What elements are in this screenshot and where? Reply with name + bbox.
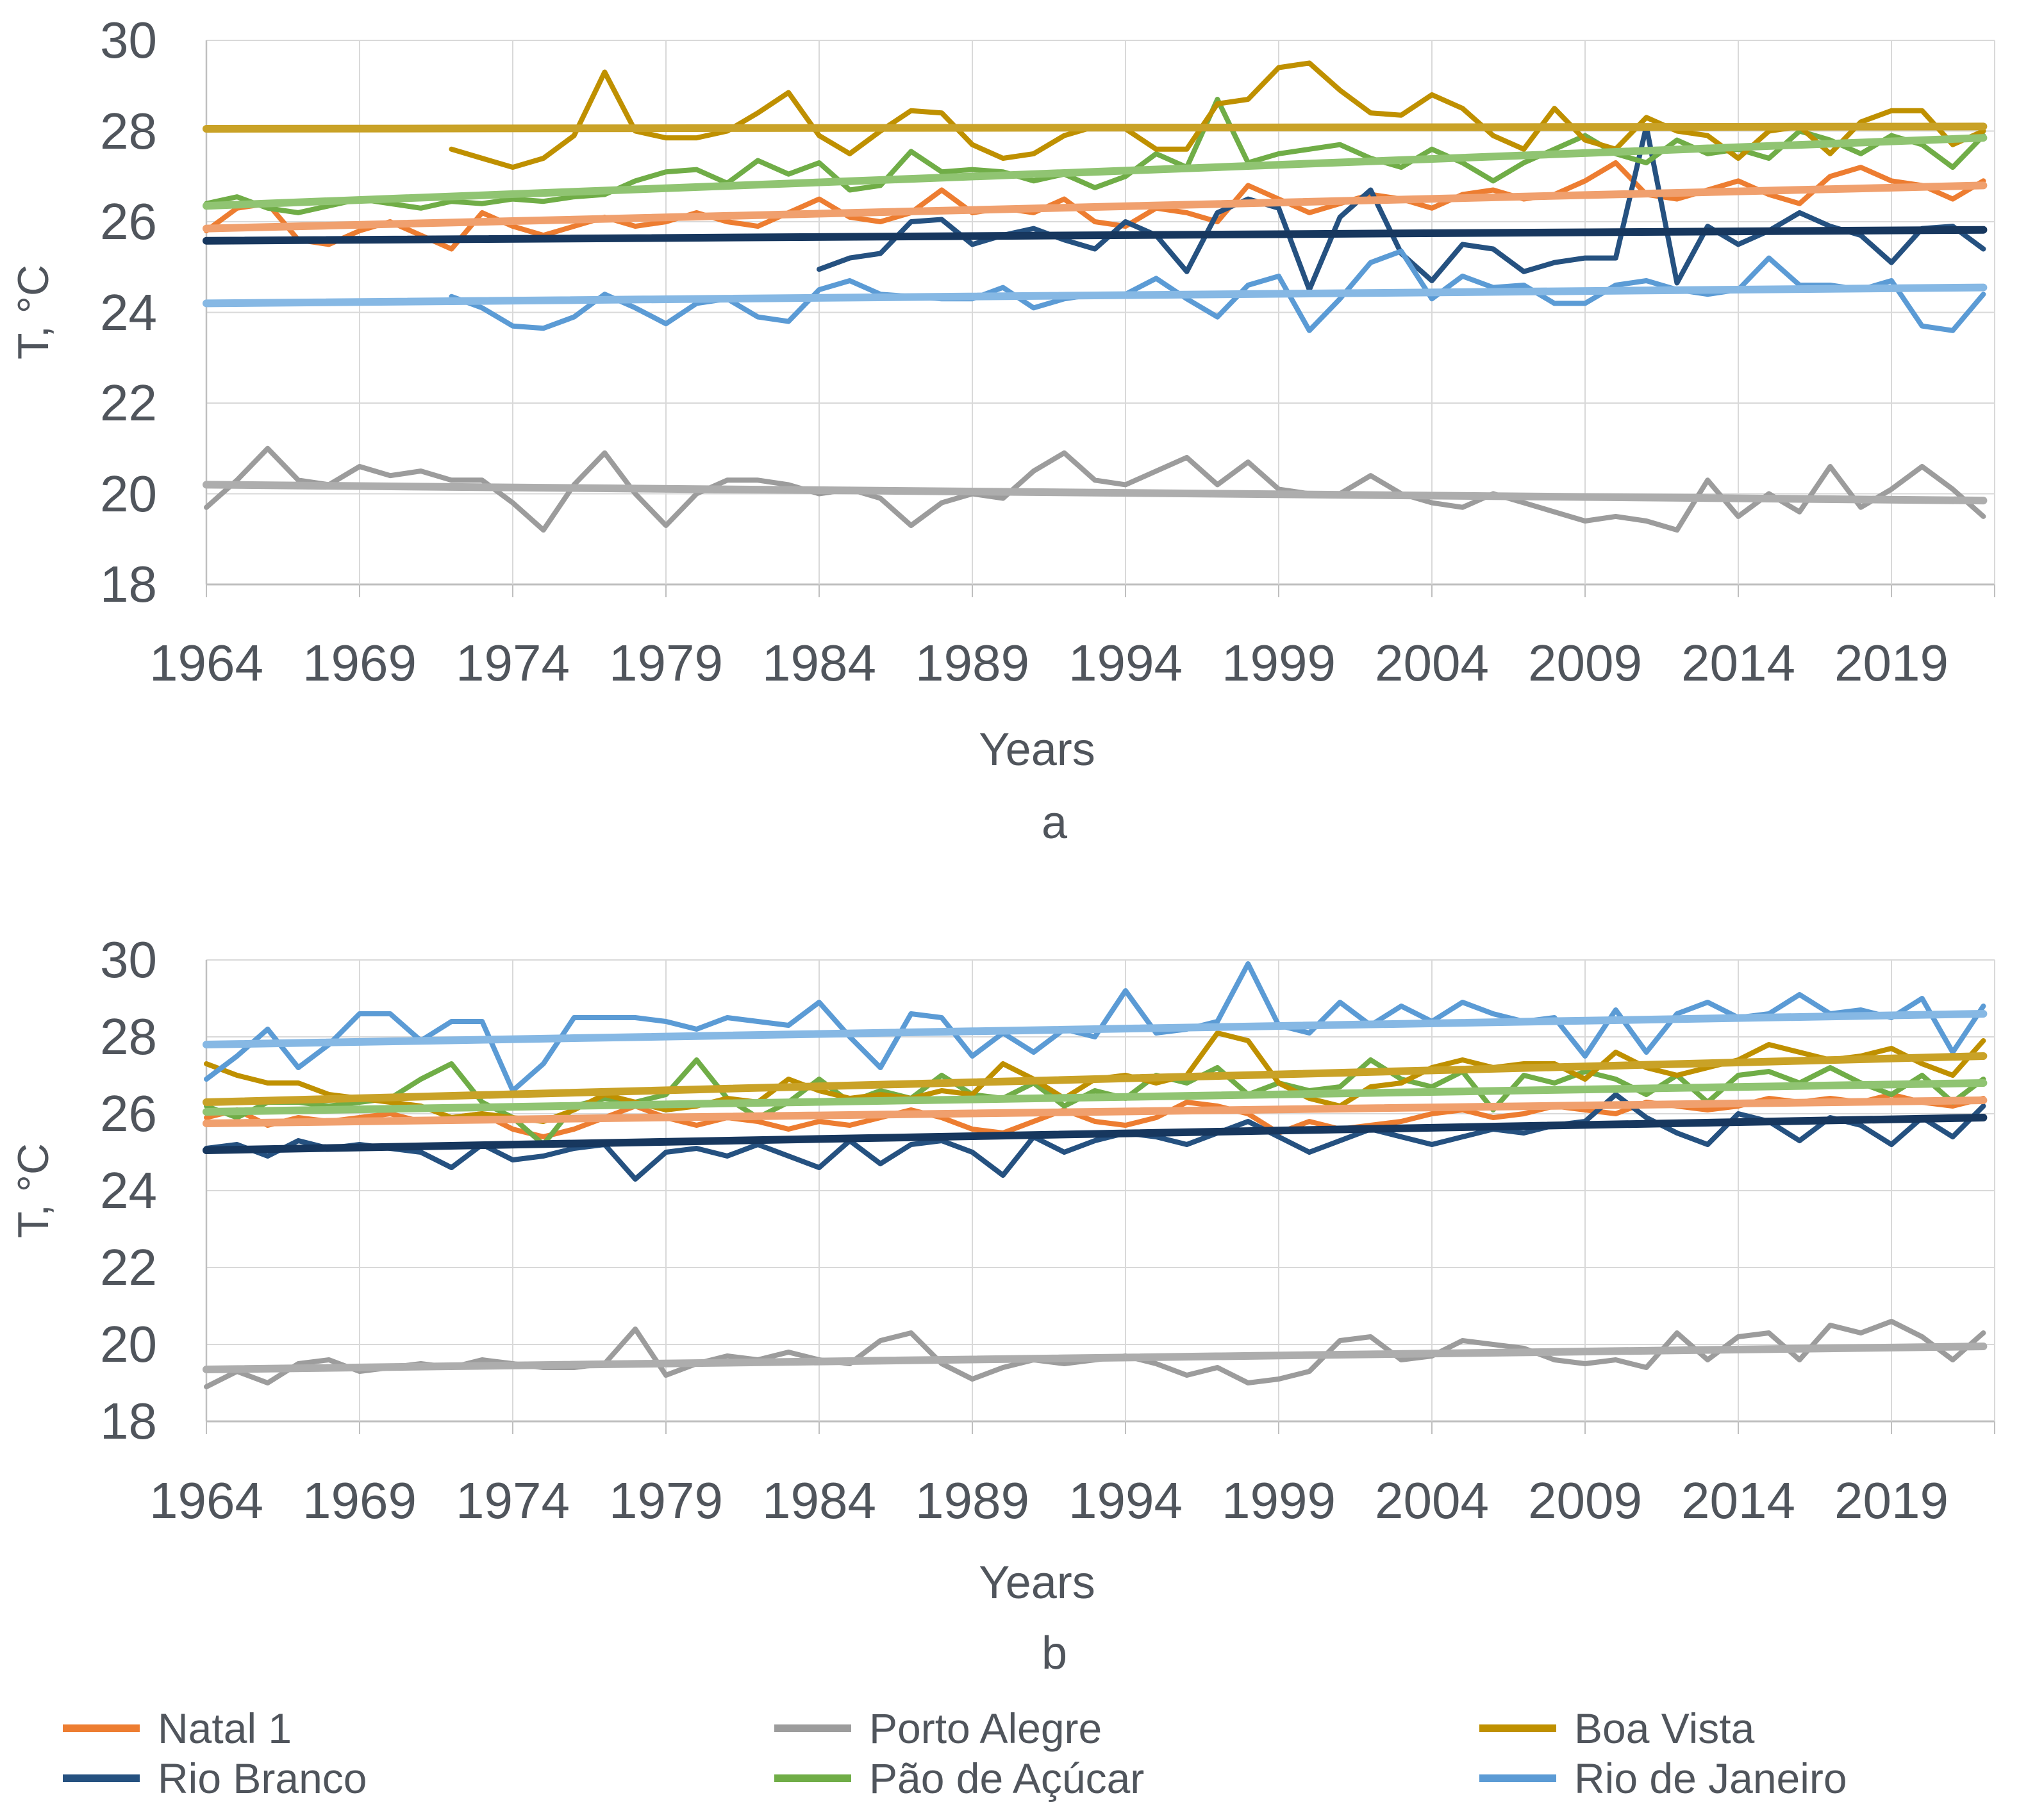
x-tick-label: 2004 (1375, 634, 1489, 691)
x-tick-label: 1964 (149, 634, 263, 691)
x-tick-label: 2014 (1681, 634, 1795, 691)
y-tick-label: 22 (100, 1239, 157, 1296)
x-tick-label: 2019 (1834, 1472, 1948, 1529)
x-tick-label: 1989 (915, 634, 1029, 691)
legend-label: Rio de Janeiro (1574, 1755, 1847, 1802)
series-natal-1-a-trendline (203, 181, 1988, 233)
legend-swatch-porto-alegre-icon (774, 1724, 851, 1732)
x-tick-label: 1999 (1222, 1472, 1336, 1529)
series-rio-branco-b-trendline (203, 1114, 1988, 1154)
legend-label: Rio Branco (158, 1755, 367, 1802)
series-rio-de-janeiro-b-trendline (203, 1010, 1988, 1048)
series-pao-de-acucar-a-line (204, 97, 1986, 215)
x-tick-label: 1984 (762, 1472, 876, 1529)
legend-label: Natal 1 (158, 1705, 292, 1752)
y-tick-label: 22 (100, 374, 157, 431)
series-natal-1-b-trendline (203, 1096, 1988, 1127)
y-tick-label: 18 (100, 556, 157, 613)
y-tick-label: 30 (100, 931, 157, 988)
y-tick-label: 28 (100, 1008, 157, 1065)
legend-item-pao-de-acucar: Pão de Açúcar (774, 1755, 1145, 1802)
y-tick-label: 18 (100, 1393, 157, 1450)
x-tick-label: 2014 (1681, 1472, 1795, 1529)
series-pao-de-acucar-a-trendline (203, 134, 1988, 210)
series-rio-branco-a-trendline (203, 226, 1988, 245)
legend-item-natal-1: Natal 1 (63, 1705, 292, 1752)
legend-swatch-pao-de-acucar-icon (774, 1774, 851, 1782)
x-tick-label: 2009 (1528, 634, 1642, 691)
x-axis-title-chart-b: Years (979, 1557, 1095, 1608)
legend-item-rio-de-janeiro: Rio de Janeiro (1479, 1755, 1847, 1802)
series-porto-alegre-a-line (204, 445, 1986, 533)
legend-swatch-rio-de-janeiro-icon (1479, 1774, 1556, 1782)
x-tick-label: 2009 (1528, 1472, 1642, 1529)
legend-label: Pão de Açúcar (869, 1755, 1145, 1802)
y-tick-label: 26 (100, 1085, 157, 1142)
legend-item-porto-alegre: Porto Alegre (774, 1705, 1102, 1752)
y-tick-label: 20 (100, 465, 157, 522)
x-tick-label: 1989 (915, 1472, 1029, 1529)
x-tick-label: 1964 (149, 1472, 263, 1529)
legend-swatch-rio-branco-icon (63, 1774, 140, 1782)
legend-swatch-boa-vista-icon (1479, 1724, 1556, 1732)
x-tick-label: 2004 (1375, 1472, 1489, 1529)
legend-label: Porto Alegre (869, 1705, 1102, 1752)
x-tick-label: 1979 (609, 634, 723, 691)
x-tick-label: 1999 (1222, 634, 1336, 691)
x-tick-label: 1969 (303, 1472, 417, 1529)
x-tick-label: 1974 (456, 1472, 570, 1529)
legend-item-rio-branco: Rio Branco (63, 1755, 367, 1802)
x-tick-label: 2019 (1834, 634, 1948, 691)
y-axis-title-chart-a: T, °C (9, 264, 58, 360)
series-boa-vista-a-trendline (203, 122, 1988, 133)
series-rio-branco-b-line (204, 1092, 1986, 1182)
x-tick-label: 1979 (609, 1472, 723, 1529)
series-rio-de-janeiro-a-trendline (203, 283, 1988, 308)
series-porto-alegre-a-trendline (203, 481, 1988, 505)
series-boa-vista-b-trendline (203, 1052, 1988, 1106)
panel-label-a: a (1041, 797, 1068, 848)
legend-swatch-natal-1-icon (63, 1724, 140, 1732)
chart-a-plot (203, 40, 1995, 597)
y-tick-label: 20 (100, 1316, 157, 1373)
series-rio-de-janeiro-b-line (204, 961, 1986, 1093)
x-tick-label: 1994 (1068, 634, 1183, 691)
legend-item-boa-vista: Boa Vista (1479, 1705, 1755, 1752)
x-tick-label: 1969 (303, 634, 417, 691)
y-tick-label: 28 (100, 102, 157, 160)
x-tick-label: 1984 (762, 634, 876, 691)
y-tick-label: 24 (100, 1162, 157, 1219)
panel-label-b: b (1041, 1628, 1068, 1679)
y-tick-label: 30 (100, 12, 157, 69)
y-axis-title-chart-b: T, °C (9, 1143, 58, 1239)
series-porto-alegre-b-trendline (203, 1343, 1988, 1373)
legend-label: Boa Vista (1574, 1705, 1755, 1752)
y-tick-label: 26 (100, 193, 157, 250)
series-pao-de-acucar-b-trendline (203, 1079, 1988, 1116)
y-tick-label: 24 (100, 283, 157, 341)
x-tick-label: 1974 (456, 634, 570, 691)
chart-b-plot (203, 959, 1995, 1434)
x-axis-title-chart-a: Years (979, 724, 1095, 775)
x-tick-label: 1994 (1068, 1472, 1183, 1529)
